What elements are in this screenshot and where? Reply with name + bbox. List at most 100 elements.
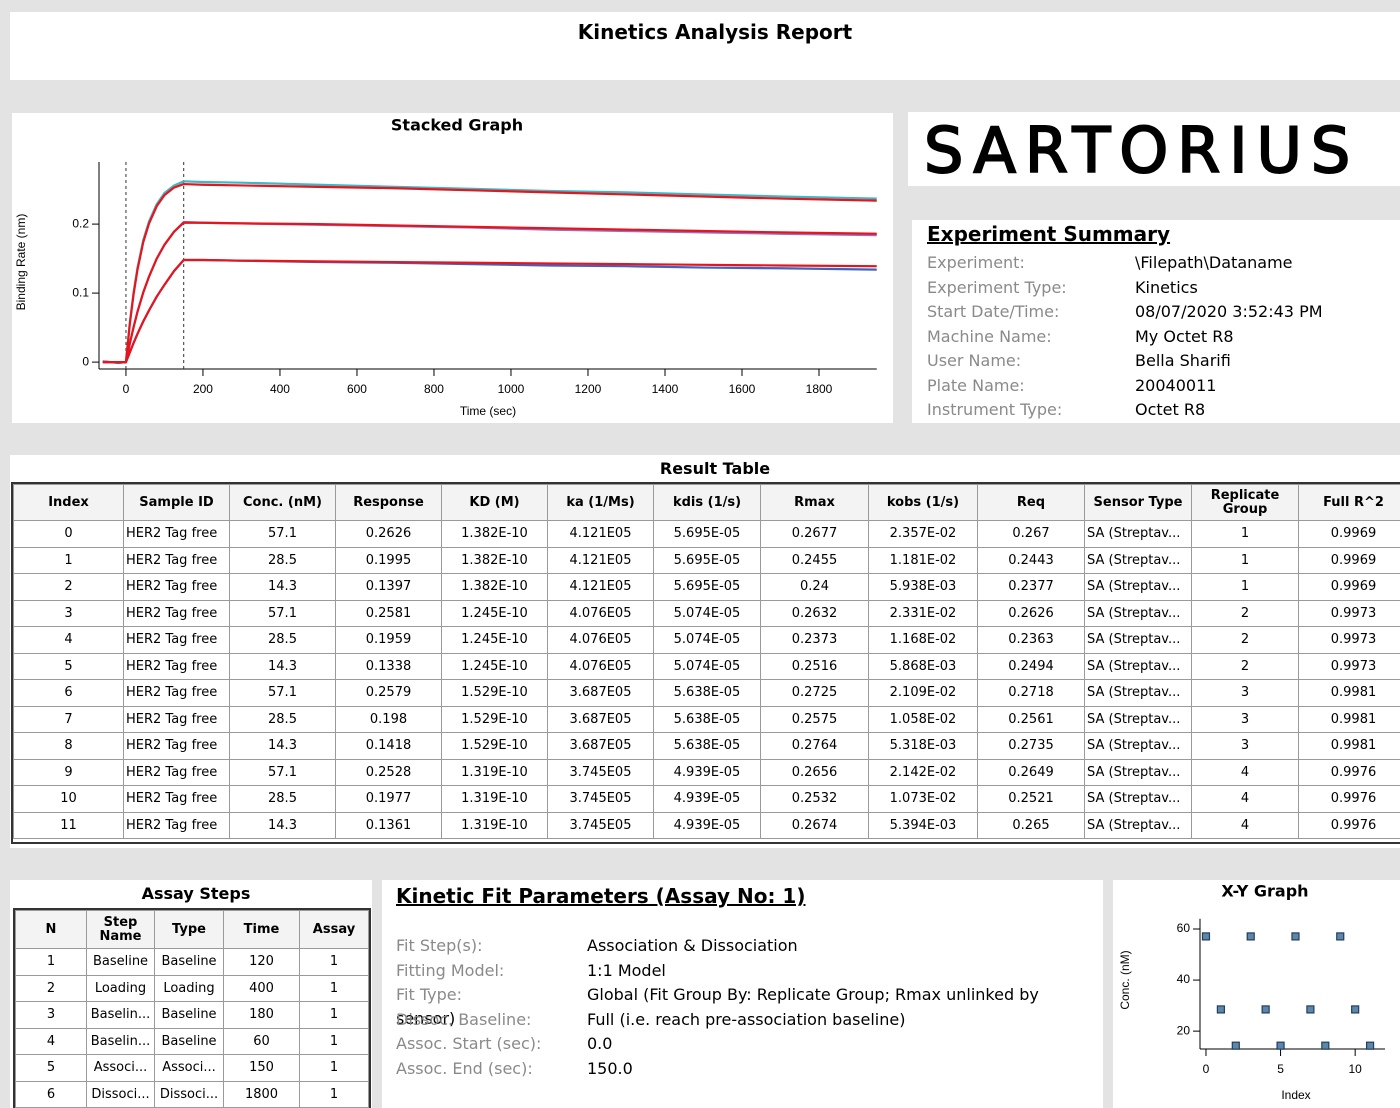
table-cell: 1.168E-02 — [868, 626, 978, 654]
kv-value: 08/07/2020 3:52:43 PM — [1135, 302, 1323, 321]
kv-value: My Octet R8 — [1135, 326, 1234, 346]
table-cell: 3.745E05 — [547, 758, 654, 786]
table-cell: 1 — [299, 1001, 369, 1029]
table-cell: 0.2516 — [760, 652, 869, 680]
table-cell: HER2 Tag free — [123, 679, 230, 707]
table-cell: 4.939E-05 — [653, 785, 761, 813]
table-cell: 5.318E-03 — [868, 732, 978, 760]
assay-table-frame: N Step Name Type Time Assay 1 Baseline Baseline… — [13, 908, 371, 1108]
table-cell: 1 — [1191, 520, 1299, 548]
header-row: N Step Name Type Time Assay — [15, 910, 369, 949]
x-tick-label: 1000 — [498, 382, 525, 396]
kv-value: 1:1 Model — [587, 960, 666, 980]
table-cell: 0.9969 — [1298, 573, 1400, 601]
table-cell: 4 — [1191, 811, 1299, 839]
table-cell: 5.695E-05 — [653, 573, 761, 601]
table-cell: 0.2632 — [760, 599, 869, 627]
column-header: Type — [154, 910, 224, 949]
table-cell: 11 — [13, 811, 124, 839]
table-cell: HER2 Tag free — [123, 520, 230, 548]
table-cell: Associ... — [154, 1054, 224, 1082]
column-header: Full R^2 — [1298, 484, 1400, 521]
kinetic-fit-title: Kinetic Fit Parameters (Assay No: 1) — [396, 884, 806, 908]
table-cell: 0.2677 — [760, 520, 869, 548]
y-tick-label: 60 — [1177, 921, 1191, 935]
table-cell: SA (Streptav... — [1084, 811, 1192, 839]
x-tick-label: 5 — [1277, 1062, 1284, 1076]
x-tick-label: 10 — [1348, 1062, 1362, 1076]
table-cell: 5.695E-05 — [653, 546, 761, 574]
kv-value: Association & Dissociation — [587, 936, 798, 955]
data-point — [1216, 1005, 1225, 1014]
column-header: N — [15, 910, 87, 949]
kv-label: Fit Type: — [396, 985, 462, 1004]
table-cell: Loading — [154, 974, 224, 1002]
y-tick-label: 40 — [1177, 972, 1191, 986]
kv-row: Plate Name: 20040011 — [927, 374, 1397, 398]
table-cell: HER2 Tag free — [123, 652, 230, 680]
table-cell: 28.5 — [229, 705, 336, 733]
table-cell: 0.2443 — [977, 546, 1085, 574]
table-cell: Baseline — [154, 948, 224, 976]
table-cell: HER2 Tag free — [123, 811, 230, 839]
table-cell: 4.939E-05 — [653, 811, 761, 839]
x-tick-label: 1800 — [806, 382, 833, 396]
kv-label: Experiment: — [927, 253, 1025, 272]
table-cell: 5.638E-05 — [653, 705, 761, 733]
table-cell: 4 — [15, 1027, 87, 1055]
table-row: 1 HER2 Tag free 28.5 0.1995 1.382E-10 4.121E0… — [13, 546, 1400, 574]
table-cell: Baseline — [86, 948, 155, 976]
table-cell: 0.2674 — [760, 811, 869, 839]
assay-panel: Assay Steps N Step Name Type Time Assay 1 Base… — [10, 880, 372, 1108]
table-cell: 3.745E05 — [547, 811, 654, 839]
table-row: 7 HER2 Tag free 28.5 0.198 1.529E-10 3.687E05… — [13, 705, 1400, 733]
table-row: 2 Loading Loading 400 1 — [15, 974, 369, 1002]
table-cell: 180 — [223, 1001, 300, 1029]
table-cell: Baseline — [154, 1027, 224, 1055]
y-axis-label: Conc. (nM) — [1118, 950, 1132, 1009]
table-cell: 5 — [15, 1054, 87, 1082]
table-cell: 2.331E-02 — [868, 599, 978, 627]
data-point — [1201, 932, 1211, 941]
table-cell: 1.058E-02 — [868, 705, 978, 733]
x-tick-label: 1200 — [575, 382, 602, 396]
table-cell: 3 — [15, 1001, 87, 1029]
table-row: 2 HER2 Tag free 14.3 0.1397 1.382E-10 4.121E0… — [13, 573, 1400, 601]
xy-graph-panel — [1113, 880, 1400, 1108]
x-axis-label: Index — [1281, 1088, 1310, 1102]
column-header: Rmax — [760, 484, 869, 521]
kv-row: Instrument Type: Octet R8 — [927, 398, 1397, 422]
table-cell: 5.074E-05 — [653, 652, 761, 680]
data-point — [1276, 1041, 1285, 1050]
column-header: Index — [13, 484, 124, 521]
table-cell: 0.9969 — [1298, 520, 1400, 548]
table-cell: SA (Streptav... — [1084, 573, 1192, 601]
data-point — [1336, 932, 1345, 941]
kv-value: Full (i.e. reach pre-association baselin… — [587, 1009, 906, 1029]
header-panel: Kinetics Analysis Report — [10, 12, 1400, 80]
table-cell: Baselin... — [86, 1027, 155, 1055]
table-cell: SA (Streptav... — [1084, 520, 1192, 548]
sensor-trace — [102, 258, 877, 364]
logo: SARTORIUS — [923, 113, 1360, 188]
table-cell: 150 — [223, 1054, 300, 1082]
table-cell: SA (Streptav... — [1084, 732, 1192, 760]
table-cell: 7 — [13, 705, 124, 733]
table-cell: 4.121E05 — [547, 573, 654, 601]
table-cell: 0.2579 — [335, 679, 442, 707]
kv-value: 0.0 — [587, 1034, 613, 1053]
table-cell: 0.265 — [977, 811, 1085, 839]
kv-row: Assoc. End (sec): 150.0 — [396, 1057, 1066, 1081]
header-row: Index Sample ID Conc. (nM) Response KD (M) ka… — [13, 484, 1400, 521]
table-cell: 1.245E-10 — [441, 626, 548, 654]
table-cell: 1.319E-10 — [441, 758, 548, 786]
y-tick-label: 0 — [82, 354, 89, 368]
table-cell: 0.1338 — [335, 652, 442, 680]
summary-panel: Experiment Summary Experiment: \Filepath\… — [912, 220, 1400, 423]
table-cell: SA (Streptav... — [1084, 626, 1192, 654]
table-cell: 0.2649 — [977, 758, 1085, 786]
kv-row: Fitting Model: 1:1 Model — [396, 959, 1066, 983]
table-cell: 1.073E-02 — [868, 785, 978, 813]
